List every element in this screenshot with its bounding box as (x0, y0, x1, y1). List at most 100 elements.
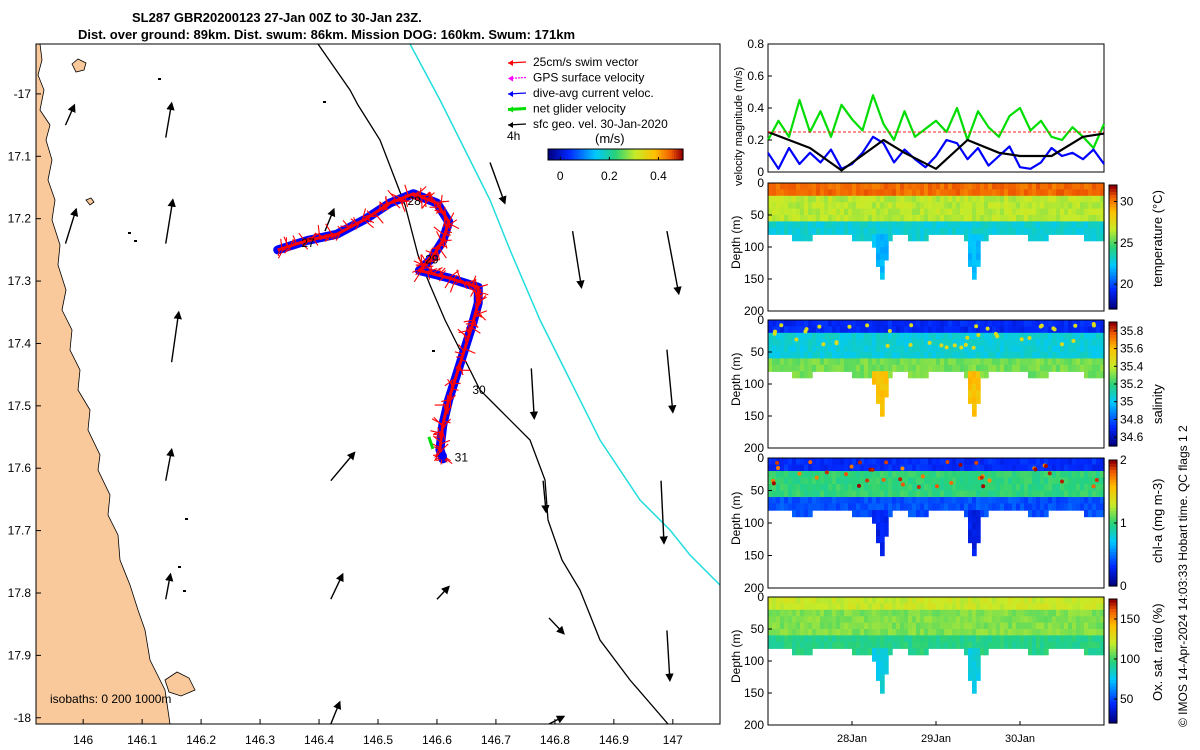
heatmap-cell (1064, 641, 1069, 649)
title-line-2: Dist. over ground: 89km. Dist. swum: 86k… (78, 27, 576, 42)
heatmap-cell (884, 384, 889, 392)
heatmap-cell (840, 221, 845, 229)
heatmap-cell (1048, 641, 1053, 649)
heatmap-cell (956, 183, 961, 191)
colorbar-cell (624, 149, 628, 160)
heatmap-cell (840, 195, 845, 203)
heatmap-cell (888, 339, 893, 347)
heatmap-cell (1088, 629, 1093, 637)
heatmap-cell (808, 371, 813, 379)
heatmap-cell (1064, 221, 1069, 229)
current-arrow (571, 231, 585, 289)
heatmap-cell (812, 471, 817, 479)
heatmap-cell (972, 202, 977, 210)
islet-mark (158, 78, 161, 80)
heatmap-cell (1032, 609, 1037, 617)
heatmap-cell (1060, 320, 1065, 328)
heatmap-cell (824, 189, 829, 197)
heatmap-cell (1084, 202, 1089, 210)
colorbar-cell (1109, 240, 1117, 245)
heatmap-cell (1040, 345, 1045, 353)
heatmap-cell (848, 641, 853, 649)
heatmap-cell (1092, 510, 1097, 518)
heatmap-cell (816, 641, 821, 649)
heatmap-cell (940, 497, 945, 505)
heatmap-cell (1084, 320, 1089, 328)
islet-mark (323, 101, 326, 103)
heatmap-cell (972, 686, 977, 694)
colorbar-cell (1109, 278, 1117, 282)
heatmap-cell (1080, 597, 1085, 605)
heatmap-cell (872, 358, 877, 366)
heatmap-cell (984, 364, 989, 372)
heatmap-cell (896, 629, 901, 637)
heatmap-cell (788, 597, 793, 605)
heatmap-cell (1016, 358, 1021, 366)
heatmap-cell (852, 183, 857, 191)
heatmap-cell (972, 377, 977, 385)
heatmap-cell (960, 629, 965, 637)
current-arrow (165, 198, 176, 244)
heatmap-cell (948, 332, 953, 340)
heatmap-cell (1008, 597, 1013, 605)
heatmap-cell (888, 497, 893, 505)
heatmap-cell (840, 497, 845, 505)
heatmap-cell (980, 234, 985, 242)
heatmap-cell (940, 503, 945, 511)
heatmap-cell (1028, 497, 1033, 505)
heatmap-cell (844, 490, 849, 498)
heatmap-cell (1092, 189, 1097, 197)
heatmap-cell (880, 667, 885, 675)
heatmap-cell (1048, 339, 1053, 347)
heatmap-cell (1040, 195, 1045, 203)
heatmap-cell (812, 622, 817, 630)
heatmap-cell (792, 609, 797, 617)
colorbar-cell (1109, 231, 1117, 236)
heatmap-cell (968, 377, 973, 385)
heatmap-cell (1068, 641, 1073, 649)
heatmap-cell (920, 622, 925, 630)
heatmap-cell (1016, 458, 1021, 466)
heatmap-cell (864, 227, 869, 235)
heatmap-cell (1036, 484, 1041, 492)
heatmap-cell (1068, 609, 1073, 617)
heatmap-cell (872, 597, 877, 605)
heatmap-cell (1092, 364, 1097, 372)
heatmap-cell (1044, 339, 1049, 347)
heatmap-cell (880, 516, 885, 524)
heatmap-cell (1044, 503, 1049, 511)
colorbar-cell (622, 149, 626, 160)
colorbar-cell (1109, 560, 1117, 565)
heatmap-cell (788, 641, 793, 649)
heatmap-cell (840, 490, 845, 498)
heatmap-cell (1004, 484, 1009, 492)
heatmap-cell (1088, 622, 1093, 630)
heatmap-cell (972, 326, 977, 334)
heatmap-cell (1036, 189, 1041, 197)
heatmap-cell (884, 326, 889, 334)
heatmap-cell (784, 458, 789, 466)
heatmap-cell (940, 345, 945, 353)
heatmap-cell (816, 497, 821, 505)
heatmap-cell (836, 641, 841, 649)
heatmap-cell (924, 208, 929, 216)
heatmap-cell (804, 616, 809, 624)
heatmap-cell (780, 202, 785, 210)
heatmap-cell (912, 234, 917, 242)
heatmap-cell (972, 616, 977, 624)
heatmap-cell (1092, 227, 1097, 235)
heatmap-cell (804, 234, 809, 242)
heatmap-cell (836, 352, 841, 360)
heatmap-cell (936, 215, 941, 223)
heatmap-cell (968, 490, 973, 498)
heatmap-cell (968, 477, 973, 485)
heatmap-cell (1020, 358, 1025, 366)
heatmap-cell (948, 641, 953, 649)
heatmap-cell (820, 208, 825, 216)
heatmap-cell (840, 332, 845, 340)
colorbar-tick-label: 2 (1120, 453, 1127, 467)
heatmap-cell (992, 484, 997, 492)
heatmap-cell (1008, 635, 1013, 643)
heatmap-cell (1044, 320, 1049, 328)
heatmap-cell (824, 320, 829, 328)
